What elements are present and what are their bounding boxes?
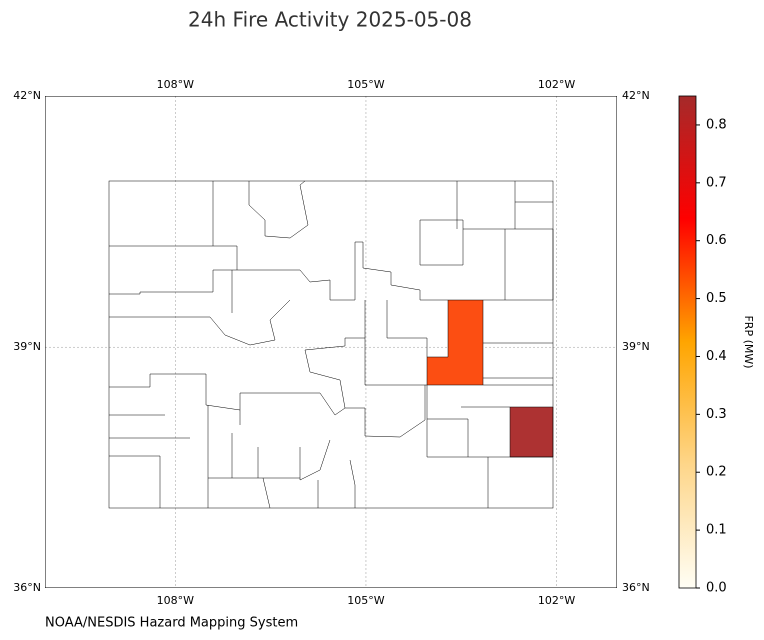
lat-label: 42°N: [622, 89, 650, 102]
county-lines: [109, 180, 554, 509]
map: [45, 96, 617, 588]
colorbar-tick-label: 0.1: [706, 523, 727, 538]
colorbar-tick-label: 0.4: [706, 349, 727, 364]
map-frame: [45, 96, 617, 588]
lon-label: 108°W: [157, 594, 194, 607]
colorbar: [678, 95, 697, 589]
title: 24h Fire Activity 2025-05-08: [188, 8, 472, 32]
fire-county: [509, 406, 554, 458]
state-outline: [108, 180, 554, 509]
lat-label: 39°N: [622, 340, 650, 353]
colorbar-tick-label: 0.0: [706, 581, 727, 596]
source: NOAA/NESDIS Hazard Mapping System: [45, 616, 298, 631]
lat-label: 39°N: [13, 340, 41, 353]
colorbar-tick-label: 0.8: [706, 117, 727, 132]
lat-label: 36°N: [13, 581, 41, 594]
lon-label: 108°W: [157, 78, 194, 91]
lon-label: 105°W: [347, 78, 384, 91]
colorbar-tick-label: 0.7: [706, 175, 727, 190]
fire-county: [426, 299, 484, 386]
colorbar-tick-label: 0.2: [706, 465, 727, 480]
colorbar-tick-label: 0.6: [706, 233, 727, 248]
lon-label: 102°W: [538, 78, 575, 91]
lon-label: 105°W: [347, 594, 384, 607]
counties: [108, 180, 554, 509]
lat-label: 36°N: [622, 581, 650, 594]
colorbar-tick-label: 0.3: [706, 407, 727, 422]
colorbar-label: FRP (MW): [742, 315, 755, 368]
lat-label: 42°N: [13, 89, 41, 102]
lon-label: 102°W: [538, 594, 575, 607]
colorbar-tick-label: 0.5: [706, 291, 727, 306]
